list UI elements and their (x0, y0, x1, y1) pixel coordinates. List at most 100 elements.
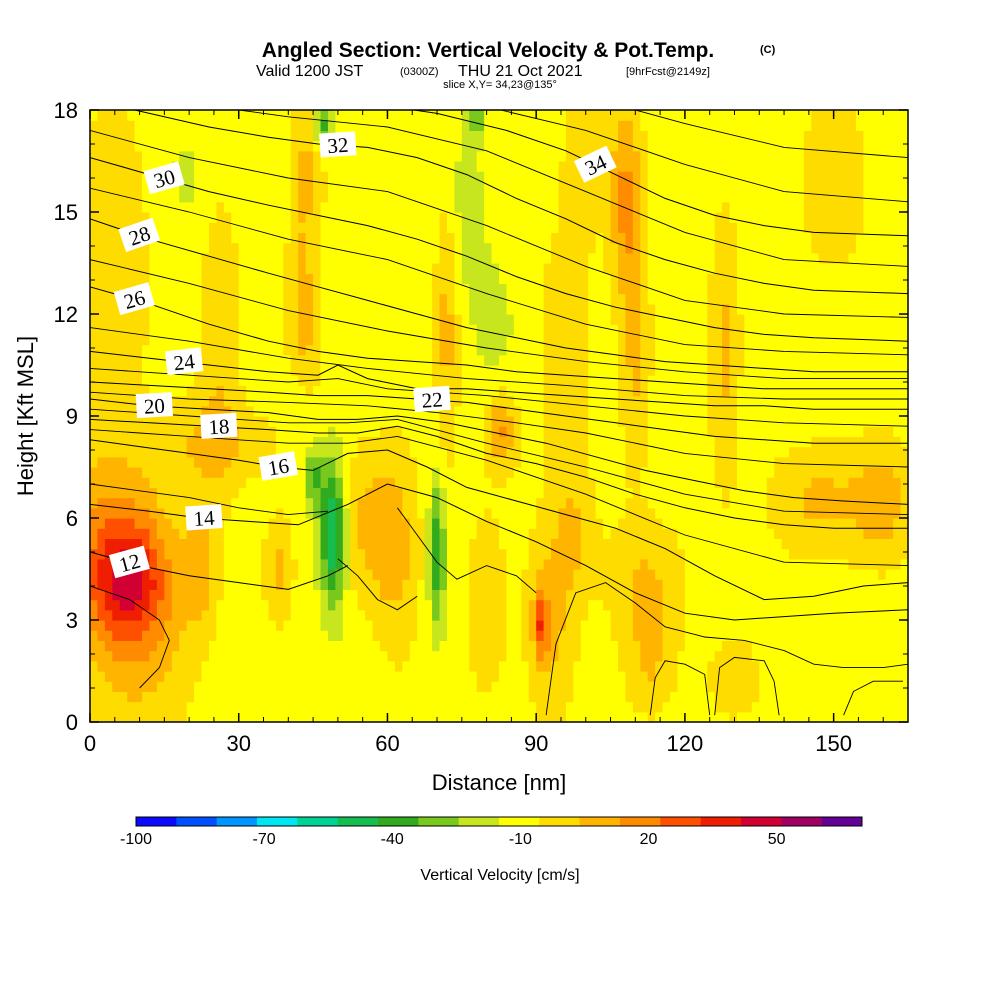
velocity-cell (387, 232, 396, 244)
velocity-cell (603, 130, 612, 142)
velocity-cell (305, 620, 314, 631)
velocity-cell (104, 293, 113, 305)
velocity-cell (484, 711, 493, 722)
velocity-cell (684, 171, 693, 182)
velocity-cell (394, 212, 403, 223)
velocity-cell (97, 375, 106, 386)
velocity-cell (707, 681, 716, 692)
velocity-cell (603, 548, 612, 560)
velocity-cell (402, 150, 411, 162)
velocity-cell (142, 426, 151, 437)
velocity-cell (677, 283, 686, 295)
velocity-cell (149, 497, 158, 509)
velocity-cell (283, 232, 292, 244)
velocity-cell (558, 426, 567, 437)
velocity-cell (692, 354, 701, 366)
velocity-cell (179, 660, 188, 672)
velocity-cell (565, 150, 574, 162)
velocity-cell (528, 518, 537, 529)
velocity-cell (446, 477, 455, 488)
velocity-cell (142, 701, 151, 713)
velocity-cell (223, 263, 232, 274)
velocity-cell (194, 314, 203, 325)
velocity-cell (327, 375, 336, 386)
velocity-cell (179, 130, 188, 142)
velocity-cell (112, 324, 121, 335)
velocity-cell (216, 711, 225, 722)
velocity-cell (112, 314, 121, 325)
velocity-cell (484, 212, 493, 223)
velocity-cell (580, 375, 589, 386)
velocity-cell (335, 191, 344, 203)
velocity-cell (684, 222, 693, 233)
velocity-cell (551, 140, 560, 152)
velocity-cell (707, 650, 716, 662)
velocity-cell (417, 497, 426, 509)
velocity-cell (179, 467, 188, 478)
velocity-cell (305, 140, 314, 152)
velocity-cell (603, 599, 612, 611)
velocity-cell (573, 375, 582, 386)
velocity-cell (491, 273, 500, 284)
velocity-cell (707, 640, 716, 652)
velocity-cell (551, 711, 560, 722)
velocity-cell (699, 201, 708, 213)
velocity-cell (387, 344, 396, 356)
velocity-cell (179, 395, 188, 407)
velocity-cell (617, 660, 627, 672)
velocity-cell (104, 263, 113, 274)
velocity-cell (156, 650, 165, 662)
velocity-cell (417, 222, 426, 233)
velocity-cell (104, 273, 113, 284)
velocity-cell (90, 711, 99, 722)
velocity-cell (454, 273, 463, 284)
velocity-cell (149, 711, 158, 722)
velocity-cell (580, 324, 589, 335)
velocity-cell (417, 477, 426, 488)
velocity-cell (335, 252, 344, 264)
velocity-cell (387, 365, 396, 376)
velocity-cell (231, 161, 240, 172)
velocity-cell (97, 589, 106, 601)
velocity-cell (432, 609, 441, 621)
velocity-cell (446, 171, 455, 182)
velocity-cell (305, 426, 314, 437)
velocity-cell (432, 620, 441, 631)
velocity-cell (454, 436, 463, 448)
velocity-cell (610, 273, 619, 284)
velocity-cell (171, 150, 180, 162)
velocity-cell (513, 324, 522, 335)
velocity-cell (134, 344, 143, 356)
velocity-cell (528, 242, 537, 254)
velocity-cell (461, 385, 470, 397)
velocity-cell (119, 150, 128, 162)
velocity-cell (335, 477, 344, 488)
velocity-cell (647, 385, 656, 397)
velocity-cell (610, 681, 619, 692)
velocity-cell (127, 446, 136, 458)
velocity-cell (469, 222, 478, 233)
velocity-cell (90, 579, 99, 590)
velocity-cell (275, 191, 284, 203)
velocity-cell (551, 354, 560, 366)
velocity-cell (112, 620, 121, 631)
velocity-cell (335, 681, 344, 692)
velocity-cell (632, 456, 641, 468)
velocity-cell (647, 518, 656, 529)
velocity-cell (394, 324, 403, 335)
velocity-cell (179, 232, 188, 244)
velocity-cell (327, 354, 336, 366)
velocity-cell (253, 701, 262, 713)
velocity-cell (476, 273, 485, 284)
velocity-cell (238, 630, 247, 641)
velocity-cell (149, 120, 158, 131)
velocity-cell (543, 416, 552, 427)
velocity-cell (662, 589, 671, 601)
velocity-cell (662, 171, 671, 182)
velocity-cell (335, 395, 344, 407)
velocity-cell (268, 110, 277, 121)
velocity-cell (617, 232, 627, 244)
velocity-cell (432, 548, 441, 560)
velocity-cell (320, 405, 329, 417)
velocity-cell (238, 671, 247, 682)
